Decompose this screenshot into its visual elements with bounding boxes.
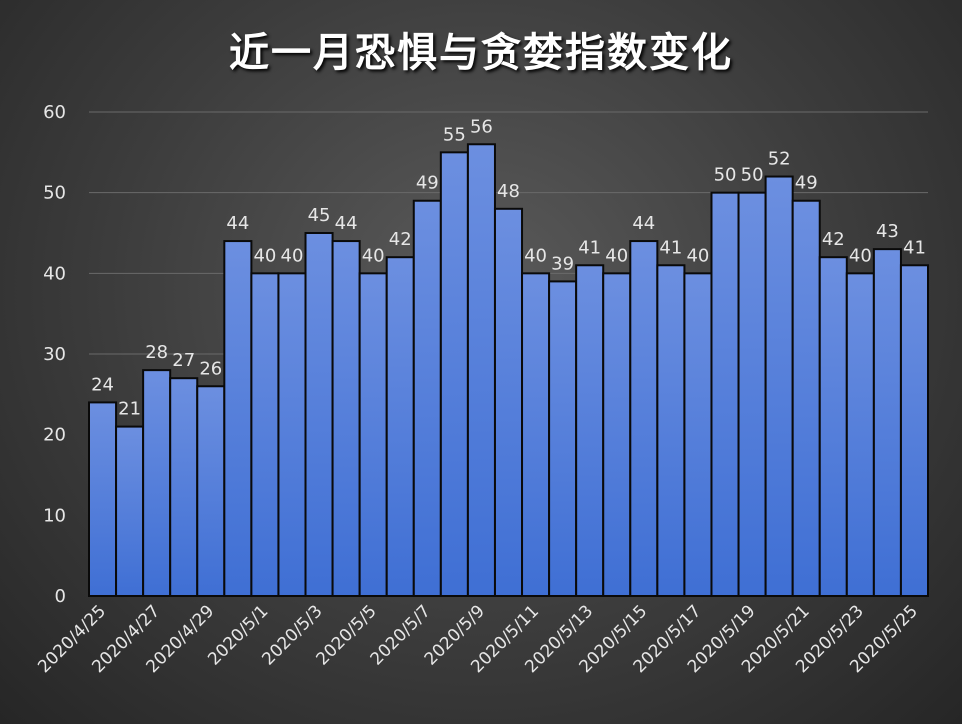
bar bbox=[169, 377, 199, 598]
bar bbox=[250, 272, 280, 597]
data-label: 56 bbox=[470, 116, 493, 137]
bar bbox=[277, 272, 307, 597]
y-tick-label: 0 bbox=[55, 586, 66, 607]
bar bbox=[115, 425, 145, 597]
y-tick-label: 20 bbox=[43, 425, 66, 446]
bar bbox=[142, 369, 172, 597]
data-label: 48 bbox=[497, 181, 520, 202]
data-label: 43 bbox=[876, 221, 899, 242]
bar bbox=[764, 175, 794, 598]
bar bbox=[656, 264, 686, 597]
bar bbox=[196, 385, 226, 597]
bar bbox=[493, 207, 524, 598]
data-label: 41 bbox=[903, 237, 926, 258]
data-label: 45 bbox=[308, 205, 331, 226]
bar bbox=[331, 240, 361, 597]
y-tick-label: 50 bbox=[43, 183, 66, 204]
y-tick-label: 60 bbox=[43, 102, 66, 123]
bar bbox=[466, 143, 496, 597]
data-label: 49 bbox=[416, 173, 439, 194]
data-label: 40 bbox=[849, 245, 872, 266]
data-label: 42 bbox=[822, 229, 845, 250]
data-label: 28 bbox=[145, 342, 168, 363]
data-label: 42 bbox=[389, 229, 412, 250]
data-label: 40 bbox=[605, 245, 628, 266]
bar bbox=[304, 232, 334, 597]
data-label: 40 bbox=[281, 245, 304, 266]
data-label: 55 bbox=[443, 124, 466, 145]
data-label: 40 bbox=[686, 245, 709, 266]
data-label: 39 bbox=[551, 253, 574, 274]
data-label: 50 bbox=[741, 165, 764, 186]
y-tick-label: 40 bbox=[43, 263, 66, 284]
data-label: 44 bbox=[335, 213, 358, 234]
bar bbox=[358, 272, 388, 597]
data-label: 41 bbox=[659, 237, 682, 258]
data-label: 40 bbox=[362, 245, 385, 266]
bar bbox=[521, 272, 551, 597]
bar bbox=[899, 264, 930, 597]
bar bbox=[439, 151, 469, 597]
data-label: 26 bbox=[199, 358, 222, 379]
data-label: 21 bbox=[118, 399, 141, 420]
chart-title: 近一月恐惧与贪婪指数变化 bbox=[229, 30, 733, 76]
data-label: 41 bbox=[578, 237, 601, 258]
bar bbox=[575, 264, 605, 597]
bar bbox=[845, 272, 875, 597]
bar bbox=[710, 191, 740, 598]
bar bbox=[818, 256, 848, 597]
data-label: 52 bbox=[768, 149, 791, 170]
bar bbox=[791, 199, 821, 597]
data-label: 40 bbox=[524, 245, 547, 266]
data-label: 24 bbox=[91, 374, 114, 395]
bar bbox=[412, 199, 442, 597]
data-label: 50 bbox=[714, 165, 737, 186]
data-label: 49 bbox=[795, 173, 818, 194]
bar bbox=[223, 240, 253, 597]
bar bbox=[683, 272, 713, 597]
bar bbox=[602, 272, 632, 597]
y-tick-label: 30 bbox=[43, 344, 66, 365]
data-label: 44 bbox=[632, 213, 655, 234]
data-label: 40 bbox=[253, 245, 276, 266]
bar bbox=[872, 248, 902, 597]
y-tick-label: 10 bbox=[43, 505, 66, 526]
data-label: 27 bbox=[172, 350, 195, 371]
bar bbox=[88, 401, 118, 597]
bar bbox=[737, 191, 767, 598]
bar bbox=[548, 280, 578, 597]
data-label: 44 bbox=[226, 213, 249, 234]
bar bbox=[385, 256, 415, 597]
bar bbox=[629, 240, 659, 597]
